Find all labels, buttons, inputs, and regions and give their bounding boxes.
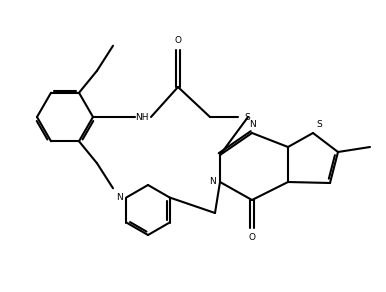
Text: O: O bbox=[249, 233, 256, 242]
Text: O: O bbox=[174, 36, 181, 45]
Text: S: S bbox=[244, 112, 250, 121]
Text: S: S bbox=[316, 120, 322, 129]
Text: N: N bbox=[209, 178, 216, 187]
Text: N: N bbox=[249, 120, 256, 129]
Text: NH: NH bbox=[135, 112, 149, 121]
Text: N: N bbox=[117, 193, 124, 202]
